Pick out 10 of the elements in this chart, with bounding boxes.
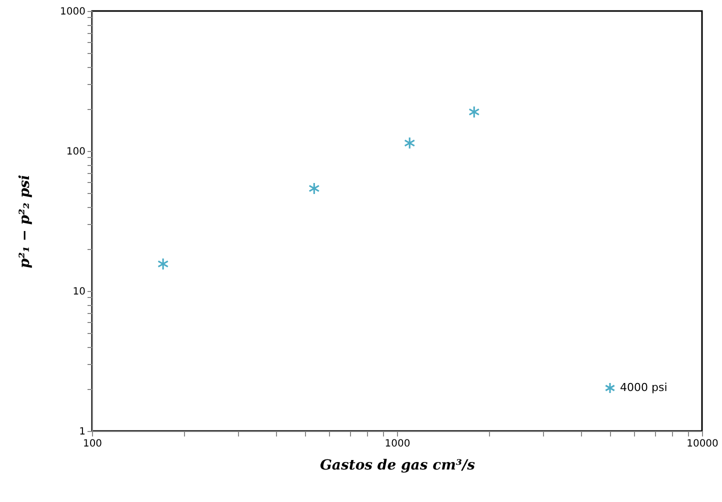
x-tick-label: 100 [82,438,102,450]
y-axis-title: p²₁ − p²₂ psi [17,174,34,268]
x-tick-label: 10000 [686,438,718,450]
y-tick-label: 1000 [60,6,86,18]
legend-label: 4000 psi [620,381,668,394]
x-tick-label: 1000 [384,438,410,450]
x-axis-title: Gastos de gas cm³/s [320,458,476,474]
y-tick-label: 1 [79,426,86,438]
y-tick-label: 100 [66,146,86,158]
y-tick-label: 10 [72,286,86,298]
